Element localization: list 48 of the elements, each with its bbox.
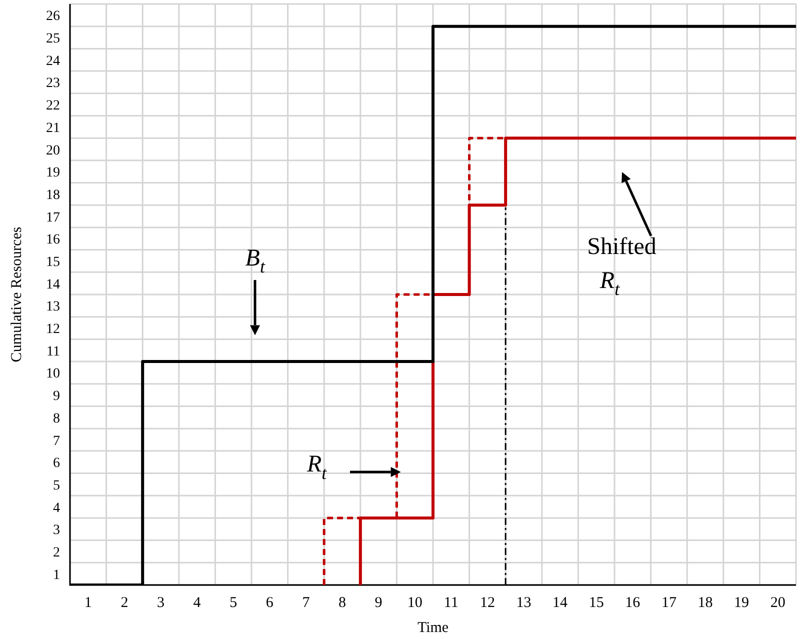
y-tick-label: 3	[53, 523, 60, 538]
x-tick-label: 2	[120, 595, 128, 611]
y-tick-label: 16	[46, 232, 60, 248]
y-axis-title: Cumulative Resources	[8, 226, 25, 362]
y-tick-label: 25	[46, 32, 60, 47]
y-tick-label: 22	[46, 98, 60, 114]
x-tick-label: 8	[338, 595, 346, 611]
x-tick-label: 6	[266, 595, 274, 611]
x-tick-label: 5	[230, 595, 238, 611]
y-tick-label: 7	[53, 434, 60, 449]
y-tick-label: 26	[46, 9, 60, 24]
x-tick-label: 1	[84, 595, 92, 611]
y-tick-label: 2	[53, 545, 60, 560]
x-tick-label: 13	[516, 595, 532, 611]
y-tick-label: 1	[53, 568, 60, 583]
x-tick-label: 12	[480, 595, 495, 611]
y-tick-label: 17	[46, 210, 60, 226]
x-tick-label: 7	[302, 595, 310, 611]
y-tick-label: 14	[46, 277, 60, 292]
y-tick-label: 24	[46, 54, 60, 69]
y-tick-label: 11	[46, 344, 60, 360]
x-tick-label: 17	[661, 595, 677, 611]
y-tick-label: 20	[46, 143, 60, 158]
y-tick-label: 19	[46, 166, 60, 181]
x-tick-label: 11	[444, 595, 458, 611]
y-tick-label: 12	[46, 322, 60, 338]
x-tick-label: 14	[552, 595, 568, 611]
x-tick-label: 16	[625, 595, 641, 611]
y-tick-label: 23	[46, 76, 60, 92]
y-tick-label: 8	[53, 411, 60, 426]
x-tick-label: 19	[734, 595, 750, 611]
y-tick-label: 6	[53, 456, 60, 472]
x-tick-label: 20	[770, 595, 786, 611]
y-tick-label: 5	[53, 478, 60, 494]
x-tick-label: 15	[588, 595, 604, 611]
y-tick-label: 18	[46, 188, 60, 203]
x-tick-label: 9	[374, 595, 382, 611]
x-tick-label: 3	[157, 595, 164, 611]
x-tick-label: 4	[193, 595, 202, 611]
y-tick-label: 9	[53, 389, 60, 404]
y-tick-label: 4	[53, 500, 60, 516]
y-tick-label: 15	[46, 254, 60, 270]
x-axis-title: Time	[417, 620, 449, 636]
y-tick-label: 10	[46, 366, 60, 382]
x-tick-label: 18	[698, 595, 713, 611]
y-tick-label: 13	[46, 300, 60, 315]
y-tick-label: 21	[46, 120, 60, 136]
x-tick-label: 10	[407, 595, 422, 611]
